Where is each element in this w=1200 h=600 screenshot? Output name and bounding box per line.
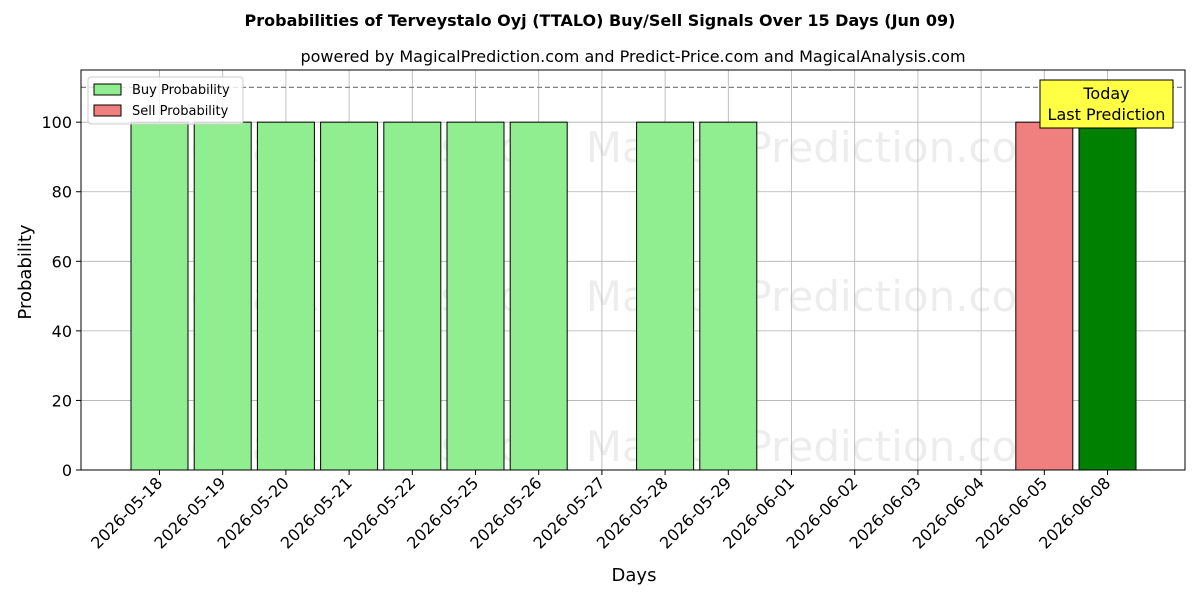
buy-bar [130, 121, 189, 471]
buy-bar [699, 121, 758, 471]
buy-bar [509, 121, 568, 471]
y-tick-label: 0 [62, 461, 72, 480]
y-tick-label: 60 [52, 252, 72, 271]
buy-bar [193, 121, 252, 471]
legend-label-buy: Buy Probability [132, 83, 230, 98]
y-tick-label: 100 [41, 113, 72, 132]
legend-box [87, 76, 244, 125]
y-tick-label: 80 [52, 183, 72, 202]
plot-area: MagicalAnalysis.comMagicalPrediction.com… [41, 69, 1186, 553]
x-axis-label: Days [612, 565, 657, 586]
plot-frame [80, 69, 1186, 471]
legend-swatch-buy [93, 83, 122, 96]
annotation-box [1039, 79, 1174, 129]
buy-bar [256, 121, 315, 471]
legend-label-sell: Sell Probability [132, 104, 229, 119]
sell-bar [1015, 121, 1074, 471]
y-axis-label: Probability [15, 224, 36, 319]
buy-bar [383, 121, 442, 471]
annotation-line-2: Last Prediction [1048, 105, 1166, 124]
buy-bar [636, 121, 695, 471]
legend-swatch-sell [93, 104, 122, 117]
y-tick-label: 20 [52, 391, 72, 410]
buy-bar [446, 121, 505, 471]
buy-bar [1078, 121, 1137, 471]
y-tick-label: 40 [52, 322, 72, 341]
chart-subtitle: powered by MagicalPrediction.com and Pre… [300, 47, 965, 66]
chart-title: Probabilities of Terveystalo Oyj (TTALO)… [245, 11, 956, 30]
annotation-line-1: Today [1082, 84, 1129, 103]
buy-bar [320, 121, 379, 471]
